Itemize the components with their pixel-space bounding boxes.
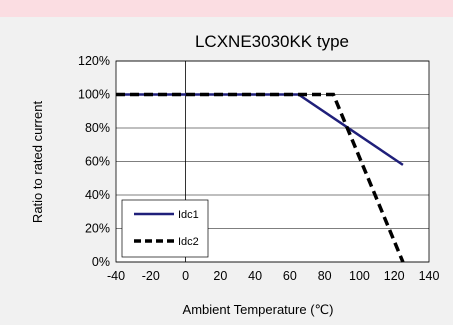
chart-title: LCXNE3030KK type xyxy=(195,32,349,51)
chart-panel: 0% 20% 40% 60% 80% 100% 120% -40 -20 0 20 40 60 80 100… xyxy=(0,17,453,325)
x-tick-label: 120 xyxy=(384,269,405,283)
x-tick-label: 20 xyxy=(213,269,227,283)
x-tick-label: 140 xyxy=(419,269,440,283)
tick-labels: 0% 20% 40% 60% 80% 100% 120% -40 -20 0 20 40 60 80 100… xyxy=(78,54,439,283)
legend-box xyxy=(121,199,209,258)
series-lines xyxy=(116,92,405,263)
y-tick-label: 20% xyxy=(85,222,110,236)
x-tick-label: -40 xyxy=(107,269,125,283)
series-line-idc2 xyxy=(116,92,405,263)
y-tick-label: 100% xyxy=(78,88,110,102)
y-axis-label: Ratio to rated current xyxy=(30,101,45,224)
legend-label-idc1: Idc1 xyxy=(178,209,199,221)
y-tick-label: 40% xyxy=(85,188,110,202)
x-tick-label: 80 xyxy=(318,269,332,283)
plot-frame xyxy=(115,60,430,263)
x-tick-label: 0 xyxy=(182,269,189,283)
x-tick-label: 40 xyxy=(248,269,262,283)
x-tick-label: -20 xyxy=(142,269,160,283)
x-tick-label: 60 xyxy=(283,269,297,283)
chart-svg: 0% 20% 40% 60% 80% 100% 120% -40 -20 0 20 40 60 80 100… xyxy=(30,32,439,317)
header-band xyxy=(0,0,453,17)
y-tick-label: 120% xyxy=(78,54,110,68)
x-axis-label: Ambient Temperature (℃) xyxy=(183,302,334,317)
y-tick-label: 60% xyxy=(85,155,110,169)
legend: Idc1 Idc2 xyxy=(121,199,209,258)
x-tick-label: 100 xyxy=(349,269,370,283)
y-tick-label: 0% xyxy=(92,255,110,269)
legend-label-idc2: Idc2 xyxy=(178,236,199,248)
y-tick-label: 80% xyxy=(85,121,110,135)
